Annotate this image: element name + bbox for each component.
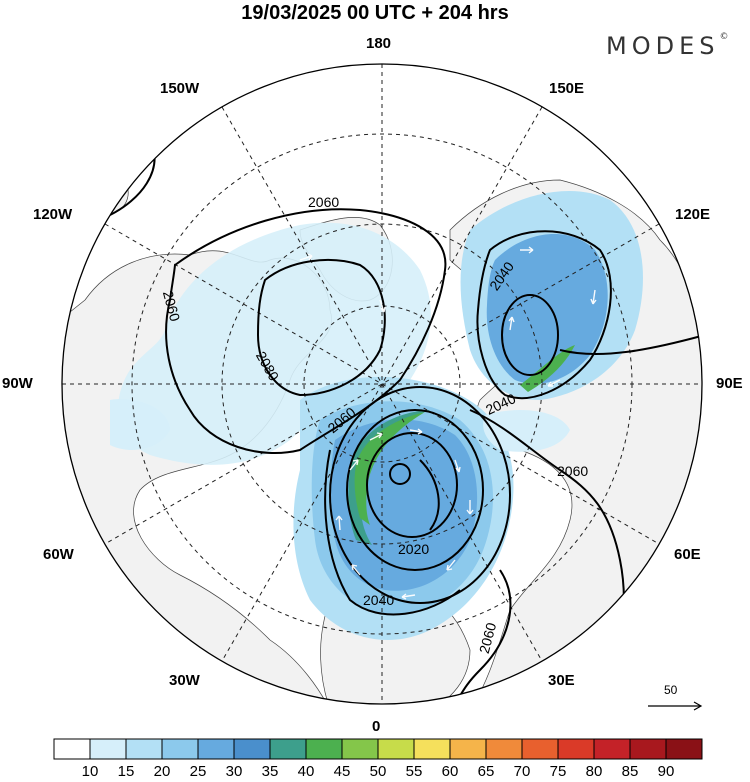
colorbar-swatch	[485, 738, 523, 760]
contour-label: 2060	[308, 194, 340, 210]
meridian-label-30w: 30W	[169, 672, 200, 689]
colorbar-tick-label: 35	[261, 763, 279, 780]
graticule	[62, 64, 702, 704]
colorbar-tick-label: 20	[153, 763, 171, 780]
colorbar-swatch	[197, 738, 235, 760]
colorbar-tick-label: 25	[189, 763, 207, 780]
colorbar-swatch	[125, 738, 163, 760]
height-contours	[109, 69, 702, 704]
colorbar-tick-label: 65	[477, 763, 495, 780]
meridian-label-150e: 150E	[549, 80, 585, 97]
colorbar-swatch	[269, 738, 307, 760]
meridian-label-180: 180	[366, 35, 392, 52]
meridian-label-0: 0	[372, 718, 381, 735]
colorbar-tick-label: 55	[405, 763, 423, 780]
meridian-label-120w: 120W	[33, 206, 73, 223]
wind-vectors	[299, 246, 597, 600]
map-boundary	[61, 63, 703, 705]
colorbar-tick-label: 50	[369, 763, 387, 780]
colorbar-swatch	[377, 738, 415, 760]
modes-logo: MODES©	[606, 32, 728, 60]
colorbar-swatch	[305, 738, 343, 760]
contour-label: 2020	[398, 541, 430, 557]
reference-vector-label: 50	[664, 683, 678, 697]
colorbar-tick-label: 40	[297, 763, 315, 780]
colorbar-tick-label: 60	[441, 763, 459, 780]
colorbar	[53, 738, 703, 760]
colorbar-swatch	[557, 738, 595, 760]
colorbar-swatch	[53, 738, 91, 760]
brand-name: MODES	[606, 32, 720, 60]
colorbar-swatch	[413, 738, 451, 760]
colorbar-tick-label: 30	[225, 763, 243, 780]
colorbar-swatch	[629, 738, 667, 760]
contour-label: 2040	[363, 592, 395, 608]
meridian-label-150w: 150W	[160, 80, 200, 97]
map-title: 19/03/2025 00 UTC + 204 hrs	[241, 2, 509, 24]
colorbar-tick-label: 80	[585, 763, 603, 780]
meridian-label-30e: 30E	[548, 672, 575, 689]
colorbar-tick-label: 45	[333, 763, 351, 780]
colorbar-tick-label: 90	[657, 763, 675, 780]
colorbar-swatch	[665, 738, 703, 760]
colorbar-tick-label: 75	[549, 763, 567, 780]
colorbar-tick-label: 15	[117, 763, 135, 780]
contour-label: 2060	[557, 463, 589, 479]
meridian-label-60e: 60E	[674, 546, 701, 563]
meridian-label-90e: 90E	[716, 375, 743, 392]
colorbar-tick-label: 70	[513, 763, 531, 780]
brand-mark: ©	[719, 32, 729, 42]
meridian-label-90w: 90W	[2, 375, 33, 392]
colorbar-swatch	[593, 738, 631, 760]
colorbar-tick-label: 85	[621, 763, 639, 780]
meridian-label-60w: 60W	[43, 546, 74, 563]
reference-vector-arrow	[648, 701, 703, 711]
colorbar-swatch	[233, 738, 271, 760]
meridian-label-120e: 120E	[675, 206, 711, 223]
colorbar-swatch	[521, 738, 559, 760]
colorbar-swatch	[341, 738, 379, 760]
colorbar-swatch	[449, 738, 487, 760]
colorbar-swatch	[89, 738, 127, 760]
colorbar-tick-label: 10	[81, 763, 99, 780]
colorbar-swatch	[161, 738, 199, 760]
